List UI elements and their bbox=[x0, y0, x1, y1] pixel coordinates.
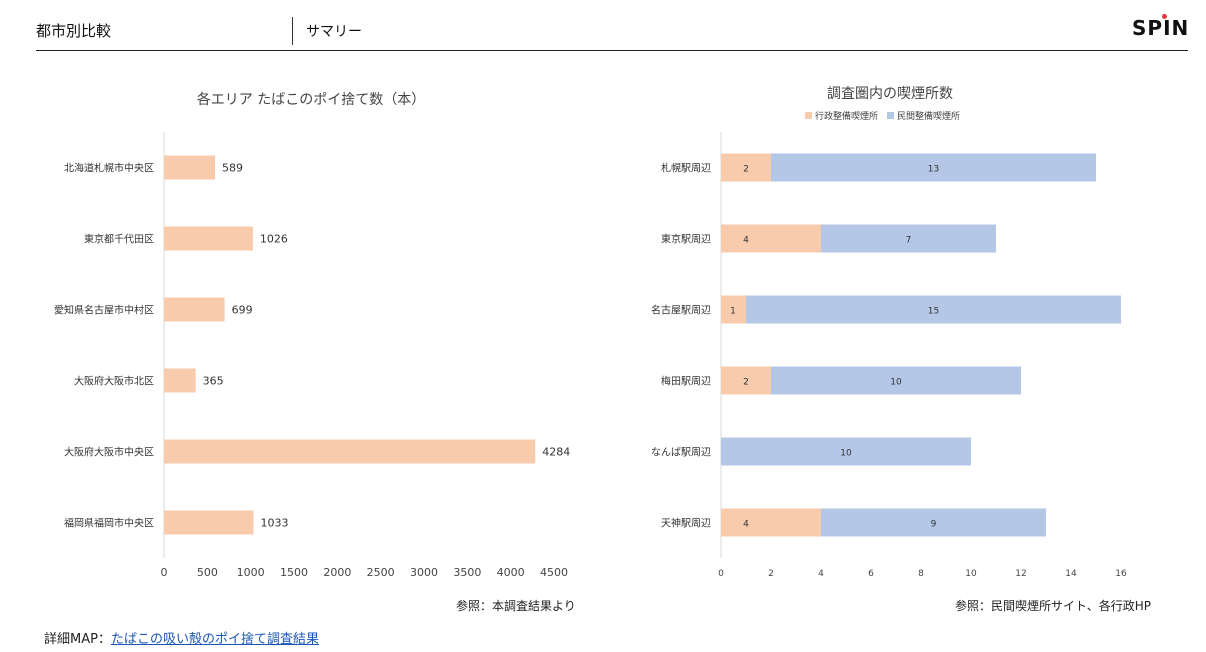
spin-logo: SPIN bbox=[1132, 14, 1190, 40]
header-divider bbox=[292, 17, 293, 45]
data-label: 365 bbox=[203, 375, 224, 388]
data-label: 2 bbox=[743, 378, 749, 388]
section-title: 都市別比較 bbox=[36, 22, 112, 40]
bar bbox=[164, 510, 254, 535]
x-tick-label: 3000 bbox=[410, 566, 438, 579]
data-label: 9 bbox=[931, 520, 937, 530]
bar-segment bbox=[821, 508, 1046, 537]
data-label: 15 bbox=[928, 307, 939, 317]
category-label: 福岡県福岡市中央区 bbox=[64, 517, 154, 530]
data-label: 1026 bbox=[260, 233, 288, 246]
bar bbox=[164, 226, 253, 251]
bar-segment bbox=[771, 153, 1096, 182]
category-label: 名古屋駅周辺 bbox=[651, 304, 711, 317]
x-tick-label: 500 bbox=[197, 566, 218, 579]
legend-label: 行政整備喫煙所 bbox=[815, 110, 878, 122]
x-tick-label: 12 bbox=[1015, 569, 1026, 579]
legend-label: 民間整備喫煙所 bbox=[897, 110, 960, 122]
chart-title: 各エリア たばこのポイ捨て数（本） bbox=[197, 91, 425, 108]
category-label: 東京都千代田区 bbox=[84, 233, 154, 246]
bar-segment bbox=[721, 437, 971, 466]
x-tick-label: 2000 bbox=[323, 566, 351, 579]
category-label: 大阪府大阪市北区 bbox=[74, 375, 154, 388]
data-label: 1033 bbox=[261, 517, 289, 530]
page-subtitle: サマリー bbox=[306, 24, 362, 40]
data-label: 699 bbox=[232, 304, 253, 317]
logo-text: SPIN bbox=[1132, 16, 1190, 40]
x-tick-label: 14 bbox=[1065, 569, 1077, 579]
category-label: 北海道札幌市中央区 bbox=[64, 162, 154, 175]
bar bbox=[164, 368, 196, 393]
x-tick-label: 6 bbox=[868, 569, 874, 579]
data-label: 10 bbox=[840, 449, 852, 459]
litter-count-chart: 各エリア たばこのポイ捨て数（本） 北海道札幌市中央区 589 東京都千代田区 1026… bbox=[54, 91, 570, 579]
x-tick-label: 1000 bbox=[237, 566, 265, 579]
data-label: 589 bbox=[222, 162, 243, 175]
x-tick-label: 4000 bbox=[497, 566, 525, 579]
bar-segment bbox=[821, 224, 996, 253]
bar-segment bbox=[721, 508, 821, 537]
x-tick-label: 2500 bbox=[367, 566, 395, 579]
data-label: 1 bbox=[730, 307, 736, 317]
legend-swatch bbox=[887, 112, 894, 119]
category-label: 愛知県名古屋市中村区 bbox=[54, 304, 154, 317]
bar-segment bbox=[721, 224, 821, 253]
x-tick-label: 3500 bbox=[453, 566, 481, 579]
data-label: 4 bbox=[743, 236, 749, 246]
x-tick-label: 4 bbox=[818, 569, 824, 579]
data-label: 4284 bbox=[542, 446, 570, 459]
legend-swatch bbox=[805, 112, 812, 119]
x-tick-label: 16 bbox=[1115, 569, 1127, 579]
logo-dot bbox=[1162, 14, 1167, 19]
bar-segment bbox=[721, 295, 746, 324]
x-tick-label: 8 bbox=[918, 569, 924, 579]
x-tick-label: 0 bbox=[161, 566, 168, 579]
bar bbox=[164, 155, 216, 180]
reference-left: 参照：本調査結果より bbox=[456, 599, 576, 613]
category-label: 大阪府大阪市中央区 bbox=[64, 446, 154, 459]
detail-map-link[interactable]: たばこの吸い殻のポイ捨て調査結果 bbox=[110, 632, 319, 647]
bar bbox=[164, 297, 225, 322]
data-label: 7 bbox=[906, 236, 912, 246]
bar-segment bbox=[721, 153, 771, 182]
bar-segment bbox=[771, 366, 1021, 395]
header-rule bbox=[36, 50, 1188, 51]
category-label: 梅田駅周辺 bbox=[661, 375, 711, 388]
category-label: なんば駅周辺 bbox=[651, 447, 711, 459]
detail-map: 詳細MAP：たばこの吸い殻のポイ捨て調査結果 bbox=[44, 628, 319, 647]
data-label: 13 bbox=[928, 165, 939, 175]
bar-segment bbox=[721, 366, 771, 395]
detail-map-label: 詳細MAP： bbox=[44, 632, 111, 647]
data-label: 10 bbox=[890, 378, 902, 388]
bar bbox=[164, 439, 536, 464]
x-tick-label: 4500 bbox=[540, 566, 568, 579]
bar-segment bbox=[746, 295, 1121, 324]
reference-right: 参照：民間喫煙所サイト、各行政HP bbox=[955, 599, 1152, 613]
category-label: 札幌駅周辺 bbox=[661, 162, 711, 175]
x-tick-label: 0 bbox=[718, 569, 724, 579]
x-tick-label: 10 bbox=[965, 569, 977, 579]
data-label: 4 bbox=[743, 520, 749, 530]
category-label: 天神駅周辺 bbox=[661, 517, 711, 530]
data-label: 2 bbox=[743, 165, 749, 175]
x-tick-label: 2 bbox=[768, 569, 774, 579]
chart-title: 調査圏内の喫煙所数 bbox=[827, 86, 953, 102]
x-tick-label: 1500 bbox=[280, 566, 308, 579]
category-label: 東京駅周辺 bbox=[661, 233, 711, 246]
